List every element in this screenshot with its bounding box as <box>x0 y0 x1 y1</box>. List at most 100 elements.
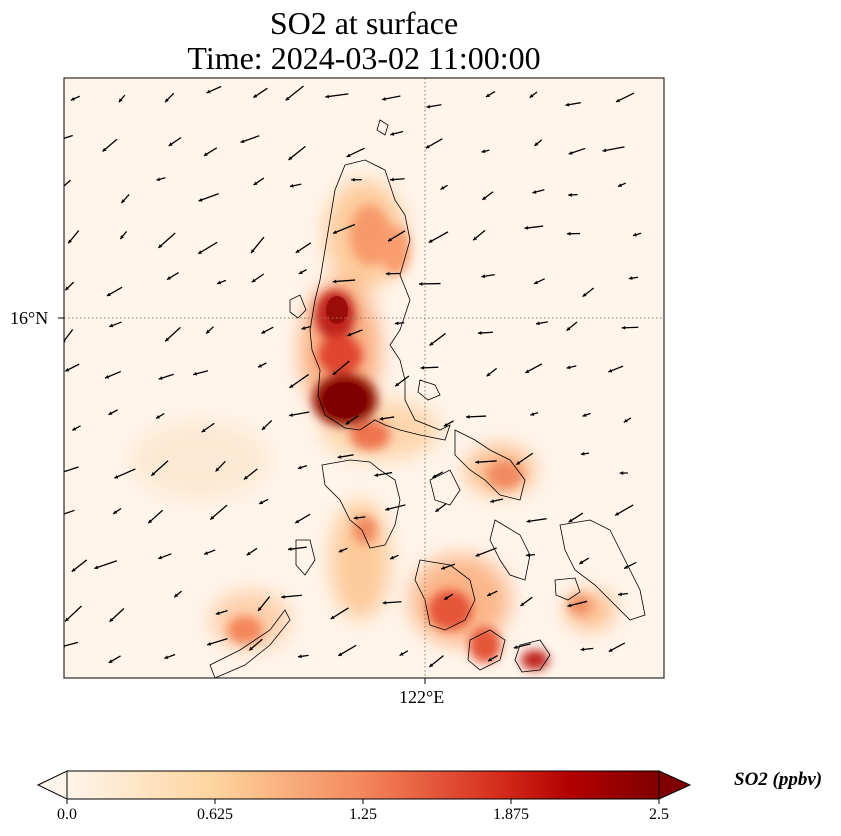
wind-arrow <box>246 547 258 556</box>
wind-arrow <box>443 420 454 427</box>
wind-arrow <box>580 647 594 652</box>
wind-arrow <box>353 515 366 520</box>
gridlines <box>64 78 664 678</box>
wind-arrow <box>106 286 123 297</box>
colorbar-tick-label: 2.5 <box>649 806 669 823</box>
wind-arrow <box>120 193 130 204</box>
colorbar-title: SO2 (ppbv) <box>734 769 823 790</box>
wind-arrow <box>477 331 494 335</box>
wind-arrow <box>281 594 302 599</box>
wind-arrow <box>338 547 348 553</box>
wind-arrow <box>530 412 539 416</box>
wind-arrow <box>441 563 456 570</box>
wind-arrow <box>387 230 406 242</box>
wind-arrow <box>443 593 454 601</box>
wind-arrow <box>203 549 216 555</box>
wind-arrow <box>261 326 274 334</box>
wind-arrow <box>487 655 498 662</box>
wind-arrow <box>632 232 642 237</box>
wind-arrow <box>481 191 494 201</box>
coastlines <box>209 119 646 678</box>
wind-arrow <box>382 600 402 605</box>
wind-arrow <box>70 95 81 101</box>
wind-arrow <box>475 460 497 465</box>
wind-arrow <box>434 503 447 513</box>
wind-arrow <box>534 139 543 147</box>
wind-arrow <box>418 282 441 286</box>
wind-arrow <box>164 92 175 103</box>
wind-arrow <box>566 365 577 370</box>
wind-arrow <box>345 415 359 425</box>
wind-arrow <box>114 468 136 479</box>
wind-arrow <box>486 590 498 597</box>
wind-arrow <box>394 321 405 326</box>
wind-arrow <box>426 104 442 109</box>
wind-arrow <box>164 326 181 342</box>
wind-arrow <box>201 422 215 433</box>
wind-arrow <box>614 504 634 516</box>
map-title-line2: Time: 2024-03-02 11:00:00 <box>187 40 541 76</box>
wind-arrow <box>617 592 628 597</box>
wind-arrow <box>109 321 122 328</box>
wind-arrow <box>568 512 584 523</box>
wind-arrow <box>337 644 357 657</box>
wind-arrow <box>192 370 209 376</box>
wind-arrow <box>428 655 444 668</box>
wind-arrow <box>168 136 182 147</box>
wind-arrow <box>257 362 267 368</box>
wind-arrow <box>513 643 531 649</box>
wind-arrow <box>118 94 126 103</box>
wind-arrow <box>301 325 312 330</box>
wind-arrow <box>64 179 71 187</box>
colorbar-gradient <box>66 770 660 800</box>
wind-arrow <box>297 464 308 470</box>
wind-arrow <box>108 409 118 416</box>
wind-arrow <box>158 373 174 380</box>
wind-arrow <box>628 276 639 280</box>
wind-arrow <box>216 279 227 285</box>
wind-arrow <box>64 134 73 139</box>
wind-arrow <box>390 177 405 182</box>
wind-arrow <box>157 553 172 560</box>
wind-arrow <box>381 95 401 101</box>
wind-arrow <box>147 509 164 524</box>
colorbar-extend-max <box>658 770 692 800</box>
wind-arrow <box>566 231 581 236</box>
wind-arrow <box>289 183 302 188</box>
wind-arrow <box>524 363 543 374</box>
lat-tick-label: 16°N <box>10 308 49 328</box>
wind-arrow <box>157 232 176 249</box>
wind-arrow <box>251 273 265 283</box>
wind-arrow <box>580 451 590 456</box>
wind-arrow <box>425 138 443 149</box>
wind-arrow <box>287 546 307 551</box>
wind-arrow <box>257 596 271 612</box>
wind-arrow <box>475 547 497 557</box>
wind-arrow <box>566 321 578 332</box>
wind-arrow <box>64 605 82 622</box>
wind-arrow <box>215 460 226 472</box>
wind-arrow <box>602 146 625 153</box>
colorbar-tick-label: 1.875 <box>493 806 529 823</box>
wind-arrow <box>112 507 122 515</box>
wind-arrow <box>440 184 448 190</box>
wind-arrow <box>526 518 547 524</box>
wind-arrow <box>394 375 410 387</box>
wind-arrow <box>578 557 590 565</box>
wind-arrow <box>252 87 268 99</box>
wind-arrow <box>119 231 128 240</box>
wind-arrow <box>206 85 222 94</box>
wind-arrow <box>332 279 356 284</box>
wind-arrow <box>429 332 446 347</box>
wind-arrow <box>385 271 401 276</box>
map-title-line1: SO2 at surface <box>269 5 459 41</box>
wind-arrow <box>206 638 228 646</box>
wind-arrow <box>64 509 75 515</box>
wind-arrow <box>248 638 263 651</box>
wind-arrow <box>94 560 118 570</box>
wind-arrow <box>390 130 404 136</box>
wind-arrow <box>71 559 88 573</box>
wind-arrow <box>332 360 350 376</box>
wind-arrow <box>197 241 218 255</box>
wind-arrow <box>198 193 219 202</box>
